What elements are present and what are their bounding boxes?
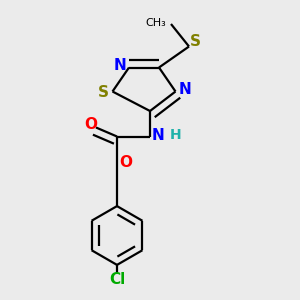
Text: N: N <box>114 58 126 74</box>
Text: O: O <box>119 155 132 170</box>
Text: Cl: Cl <box>109 272 125 286</box>
Text: S: S <box>98 85 109 100</box>
Text: S: S <box>190 34 201 50</box>
Text: O: O <box>84 117 97 132</box>
Text: CH₃: CH₃ <box>146 17 166 28</box>
Text: N: N <box>152 128 165 142</box>
Text: H: H <box>170 128 181 142</box>
Text: N: N <box>178 82 191 98</box>
